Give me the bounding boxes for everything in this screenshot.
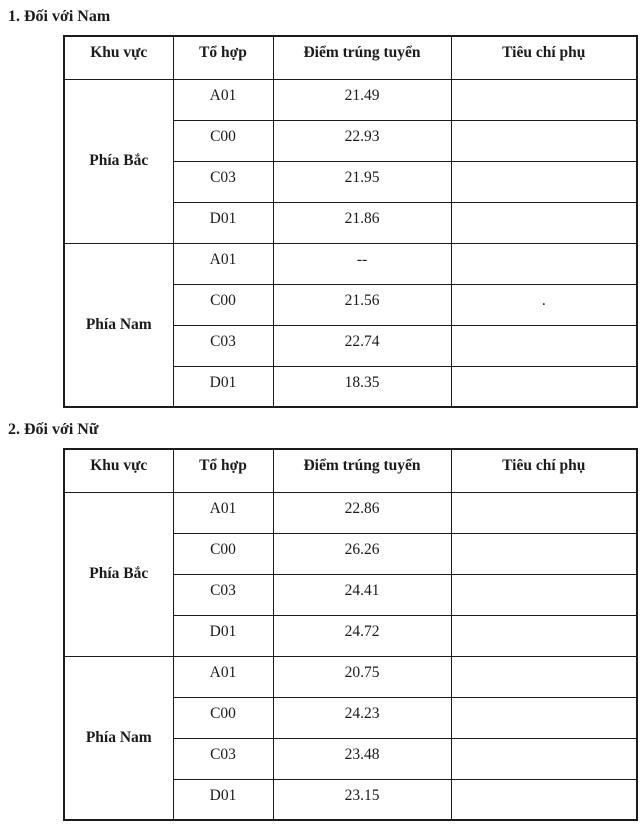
score-cell: 22.86 bbox=[272, 491, 452, 534]
score-cell: 24.72 bbox=[272, 614, 452, 657]
table-row: C00 21.56 . bbox=[64, 283, 638, 326]
table-row: C00 22.93 bbox=[64, 119, 638, 162]
score-cell: 21.49 bbox=[272, 78, 452, 121]
section-nam: 1. Đối với Nam Khu vực Tổ hợp Điểm trúng… bbox=[0, 8, 642, 408]
table-row: C03 21.95 bbox=[64, 160, 638, 203]
combo-cell: A01 bbox=[172, 655, 274, 698]
score-table-nam: Khu vực Tổ hợp Điểm trúng tuyển Tiêu chí… bbox=[63, 35, 638, 408]
note-cell bbox=[450, 78, 638, 121]
score-cell: 24.41 bbox=[272, 573, 452, 616]
score-cell: 23.48 bbox=[272, 737, 452, 780]
combo-cell: D01 bbox=[172, 201, 274, 244]
table-row: Phía Nam A01 20.75 bbox=[63, 655, 638, 821]
col-header-combo: Tổ hợp bbox=[172, 35, 274, 80]
region-cell: Phía Bắc bbox=[63, 78, 174, 244]
table-row: C03 22.74 bbox=[64, 324, 638, 367]
score-cell: 22.93 bbox=[272, 119, 452, 162]
note-cell bbox=[450, 573, 638, 616]
col-header-region: Khu vực bbox=[63, 448, 174, 493]
col-header-combo: Tổ hợp bbox=[172, 448, 274, 493]
note-cell bbox=[450, 655, 638, 698]
table-row: D01 21.86 bbox=[64, 201, 638, 244]
table-row: C03 23.48 bbox=[64, 737, 638, 780]
combo-cell: C00 bbox=[172, 119, 274, 162]
note-cell bbox=[450, 491, 638, 534]
note-cell bbox=[450, 324, 638, 367]
col-header-score: Điểm trúng tuyển bbox=[272, 35, 452, 80]
score-cell: -- bbox=[272, 242, 452, 285]
region-cell: Phía Nam bbox=[63, 655, 174, 821]
score-cell: 24.23 bbox=[272, 696, 452, 739]
table-row: Phía Bắc A01 21.49 bbox=[63, 78, 638, 244]
combo-cell: C03 bbox=[172, 324, 274, 367]
combo-cell: C03 bbox=[172, 573, 274, 616]
table-row: D01 18.35 bbox=[64, 365, 638, 408]
region-cell: Phía Bắc bbox=[63, 491, 174, 657]
note-cell bbox=[450, 365, 638, 408]
note-cell bbox=[450, 201, 638, 244]
score-cell: 20.75 bbox=[272, 655, 452, 698]
table-row: Phía Nam A01 -- bbox=[63, 242, 638, 408]
score-cell: 18.35 bbox=[272, 365, 452, 408]
table-row: C00 26.26 bbox=[64, 532, 638, 575]
note-cell bbox=[450, 614, 638, 657]
combo-cell: A01 bbox=[172, 78, 274, 121]
col-header-score: Điểm trúng tuyển bbox=[272, 448, 452, 493]
score-cell: 21.56 bbox=[272, 283, 452, 326]
score-cell: 23.15 bbox=[272, 778, 452, 821]
combo-cell: C00 bbox=[172, 532, 274, 575]
header-row: Khu vực Tổ hợp Điểm trúng tuyển Tiêu chí… bbox=[63, 448, 638, 493]
note-cell bbox=[450, 737, 638, 780]
score-cell: 22.74 bbox=[272, 324, 452, 367]
region-cell: Phía Nam bbox=[63, 242, 174, 408]
table-row: C03 24.41 bbox=[64, 573, 638, 616]
score-table-nu: Khu vực Tổ hợp Điểm trúng tuyển Tiêu chí… bbox=[63, 448, 638, 821]
combo-cell: D01 bbox=[172, 614, 274, 657]
combo-cell: C00 bbox=[172, 283, 274, 326]
combo-cell: C03 bbox=[172, 160, 274, 203]
note-cell bbox=[450, 119, 638, 162]
score-cell: 26.26 bbox=[272, 532, 452, 575]
note-cell bbox=[450, 160, 638, 203]
note-cell bbox=[450, 696, 638, 739]
combo-cell: A01 bbox=[172, 491, 274, 534]
header-row: Khu vực Tổ hợp Điểm trúng tuyển Tiêu chí… bbox=[63, 35, 638, 80]
combo-cell: C00 bbox=[172, 696, 274, 739]
combo-cell: D01 bbox=[172, 778, 274, 821]
section-heading-nam: 1. Đối với Nam bbox=[8, 8, 111, 25]
section-heading-nu: 2. Đối với Nữ bbox=[8, 421, 99, 438]
score-cell: 21.86 bbox=[272, 201, 452, 244]
note-cell bbox=[450, 778, 638, 821]
note-cell bbox=[450, 532, 638, 575]
col-header-note: Tiêu chí phụ bbox=[450, 448, 638, 493]
col-header-note: Tiêu chí phụ bbox=[450, 35, 638, 80]
combo-cell: D01 bbox=[172, 365, 274, 408]
note-cell bbox=[450, 242, 638, 285]
col-header-region: Khu vực bbox=[63, 35, 174, 80]
table-row: Phía Bắc A01 22.86 bbox=[63, 491, 638, 657]
combo-cell: A01 bbox=[172, 242, 274, 285]
section-nu: 2. Đối với Nữ Khu vực Tổ hợp Điểm trúng … bbox=[0, 421, 642, 821]
note-cell: . bbox=[450, 283, 638, 326]
score-cell: 21.95 bbox=[272, 160, 452, 203]
table-row: C00 24.23 bbox=[64, 696, 638, 739]
table-row: D01 23.15 bbox=[64, 778, 638, 821]
combo-cell: C03 bbox=[172, 737, 274, 780]
